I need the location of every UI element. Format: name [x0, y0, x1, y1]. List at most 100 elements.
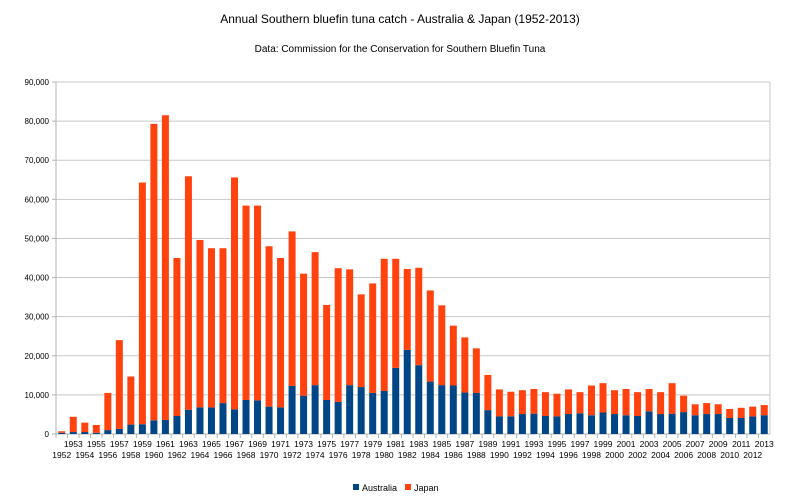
bar-japan-1969: [254, 205, 262, 401]
x-tick-label: 1993: [524, 439, 543, 449]
x-tick-label: 1995: [547, 439, 566, 449]
bar-japan-2010: [726, 408, 734, 418]
bar-japan-1966: [219, 248, 227, 404]
y-tick-label: 40,000: [25, 274, 50, 283]
bar-australia-1960: [150, 420, 158, 434]
bar-japan-1958: [127, 376, 135, 425]
bar-japan-1991: [507, 391, 515, 417]
bar-australia-1968: [242, 399, 250, 434]
x-tick-label: 1973: [294, 439, 313, 449]
bar-japan-1975: [323, 304, 331, 400]
bar-australia-1986: [449, 385, 457, 434]
y-tick-label: 90,000: [25, 78, 50, 87]
x-tick-label: 1998: [582, 450, 601, 460]
chart-title: Annual Southern bluefin tuna catch - Aus…: [220, 12, 580, 26]
bar-australia-1983: [415, 365, 423, 434]
x-tick-label: 1981: [386, 439, 405, 449]
y-tick-label: 0: [45, 430, 50, 439]
bar-japan-1984: [426, 290, 434, 382]
bar-australia-1971: [277, 407, 285, 434]
x-tick-label: 2011: [732, 439, 751, 449]
bar-japan-1953: [69, 416, 77, 433]
bar-japan-2006: [680, 395, 688, 413]
bar-australia-1952: [58, 432, 66, 434]
x-tick-label: 1957: [110, 439, 129, 449]
bar-australia-1970: [265, 406, 273, 434]
x-tick-label: 1991: [501, 439, 520, 449]
bar-australia-1974: [311, 385, 319, 434]
x-tick-label: 1975: [317, 439, 336, 449]
x-tick-label: 2001: [617, 439, 636, 449]
legend: Australia Japan: [353, 483, 439, 493]
bar-japan-1995: [553, 393, 561, 417]
x-tick-label: 1962: [167, 450, 186, 460]
x-tick-label: 1961: [156, 439, 175, 449]
x-tick-label: 1974: [306, 450, 325, 460]
bar-australia-2004: [657, 414, 665, 434]
bar-australia-1997: [576, 413, 584, 434]
x-tick-label: 2009: [709, 439, 728, 449]
bar-australia-1973: [300, 395, 308, 434]
bar-japan-1956: [104, 392, 112, 431]
y-tick-label: 70,000: [25, 156, 50, 165]
x-tick-label: 2008: [697, 450, 716, 460]
bar-japan-1990: [495, 389, 503, 417]
y-tick-label: 30,000: [25, 313, 50, 322]
x-tick-label: 1987: [455, 439, 474, 449]
x-tick-label: 1953: [64, 439, 83, 449]
bar-australia-1996: [564, 414, 572, 434]
bar-australia-1994: [541, 416, 549, 434]
x-tick-label: 2002: [628, 450, 647, 460]
bar-australia-1972: [288, 385, 296, 434]
x-tick-label: 1990: [490, 450, 509, 460]
x-tick-label: 1970: [260, 450, 279, 460]
bar-australia-2002: [634, 416, 642, 434]
x-tick-label: 1959: [133, 439, 152, 449]
bar-australia-2000: [611, 414, 619, 434]
x-tick-label: 1955: [87, 439, 106, 449]
bar-japan-1977: [346, 269, 354, 386]
bar-australia-1969: [254, 400, 262, 434]
bar-japan-2007: [691, 404, 699, 416]
bar-australia-2012: [749, 416, 757, 434]
bar-japan-2008: [703, 403, 711, 415]
bar-japan-1957: [115, 340, 123, 429]
bar-australia-1966: [219, 403, 227, 434]
bar-japan-2011: [737, 407, 745, 418]
bar-australia-1963: [184, 409, 192, 434]
bar-japan-2005: [668, 383, 676, 414]
bar-australia-2006: [680, 412, 688, 434]
bar-australia-1956: [104, 430, 112, 434]
x-tick-label: 1967: [225, 439, 244, 449]
bar-australia-1982: [403, 349, 411, 434]
bar-japan-1972: [288, 231, 296, 386]
bar-japan-1968: [242, 205, 250, 400]
x-tick-label: 2003: [640, 439, 659, 449]
bar-australia-1961: [161, 419, 169, 434]
bar-japan-1955: [92, 425, 100, 433]
bar-australia-2007: [691, 415, 699, 434]
bar-australia-2013: [760, 415, 768, 434]
chart-subtitle: Data: Commission for the Conservation fo…: [255, 44, 546, 55]
x-tick-label: 2007: [686, 439, 705, 449]
bar-australia-1965: [207, 407, 215, 434]
bar-japan-1996: [564, 389, 572, 415]
bar-australia-1959: [138, 424, 146, 434]
bar-australia-1989: [484, 410, 492, 434]
x-tick-label: 2004: [651, 450, 670, 460]
x-tick-label: 1984: [421, 450, 440, 460]
bar-australia-1977: [346, 385, 354, 434]
bar-japan-1979: [369, 283, 377, 393]
bar-japan-1961: [161, 115, 169, 420]
bar-japan-1985: [438, 305, 446, 386]
bar-japan-1973: [300, 273, 308, 396]
x-tick-label: 1952: [52, 450, 71, 460]
x-tick-label: 1985: [432, 439, 451, 449]
x-tick-label: 1977: [340, 439, 359, 449]
bar-australia-2001: [622, 415, 630, 434]
x-tick-label: 1958: [121, 450, 140, 460]
bar-australia-1953: [69, 432, 77, 434]
bar-australia-2009: [714, 414, 722, 434]
bar-australia-1998: [588, 415, 595, 434]
